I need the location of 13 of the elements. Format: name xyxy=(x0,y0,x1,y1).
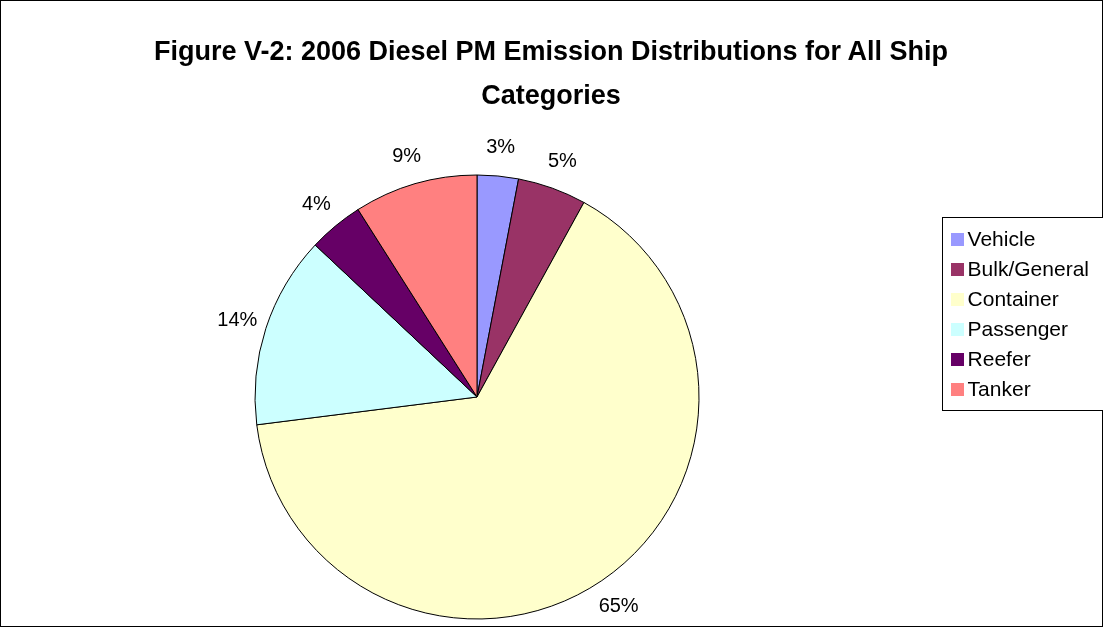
data-label: 9% xyxy=(392,144,422,167)
legend-label: Passenger xyxy=(967,316,1068,340)
data-label: 3% xyxy=(486,135,516,158)
data-label: 5% xyxy=(547,148,578,171)
legend-label: Container xyxy=(967,286,1059,310)
data-label: 4% xyxy=(301,191,332,214)
legend-label: Reefer xyxy=(967,346,1031,370)
legend-label: Vehicle xyxy=(967,226,1036,250)
data-label: 14% xyxy=(217,308,258,331)
chart-title: Figure V-2: 2006 Diesel PM Emission Distributions for All Ship Categories xyxy=(152,35,950,112)
legend-label: Tanker xyxy=(967,376,1031,400)
data-label: 65% xyxy=(598,594,639,617)
legend-label: Bulk/General xyxy=(967,256,1089,280)
